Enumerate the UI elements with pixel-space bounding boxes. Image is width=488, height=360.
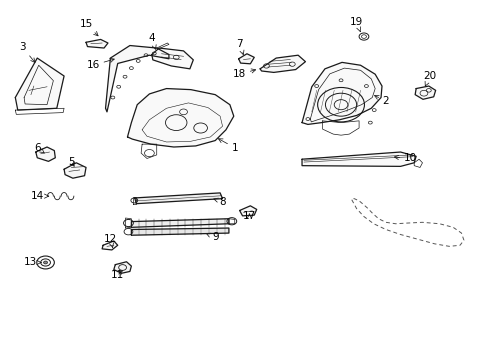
Text: 5: 5 bbox=[68, 157, 75, 167]
Polygon shape bbox=[238, 54, 254, 64]
Text: 10: 10 bbox=[394, 153, 416, 163]
Polygon shape bbox=[131, 228, 228, 235]
Polygon shape bbox=[102, 241, 118, 250]
Polygon shape bbox=[131, 219, 228, 227]
Text: 20: 20 bbox=[423, 71, 435, 86]
Text: 11: 11 bbox=[111, 270, 124, 280]
Text: 9: 9 bbox=[206, 232, 218, 242]
Text: 17: 17 bbox=[242, 211, 256, 221]
Text: 6: 6 bbox=[34, 143, 44, 153]
Text: 15: 15 bbox=[79, 19, 98, 36]
Polygon shape bbox=[105, 45, 168, 112]
Polygon shape bbox=[302, 152, 415, 166]
Polygon shape bbox=[86, 40, 108, 48]
Polygon shape bbox=[135, 193, 222, 204]
Polygon shape bbox=[152, 48, 193, 69]
Text: 16: 16 bbox=[86, 58, 114, 70]
Text: 1: 1 bbox=[218, 139, 238, 153]
Text: 13: 13 bbox=[23, 257, 41, 267]
Polygon shape bbox=[15, 58, 64, 110]
Text: 19: 19 bbox=[349, 17, 363, 32]
Text: 2: 2 bbox=[374, 95, 388, 106]
Text: 7: 7 bbox=[236, 39, 244, 55]
Text: 18: 18 bbox=[232, 69, 255, 79]
Text: 14: 14 bbox=[31, 191, 48, 201]
Text: 8: 8 bbox=[213, 197, 225, 207]
Polygon shape bbox=[414, 86, 435, 99]
Text: 12: 12 bbox=[103, 234, 117, 247]
Text: 3: 3 bbox=[20, 42, 35, 62]
Polygon shape bbox=[260, 55, 305, 72]
Polygon shape bbox=[302, 62, 381, 125]
Polygon shape bbox=[114, 262, 131, 273]
Polygon shape bbox=[36, 147, 55, 161]
Text: 4: 4 bbox=[148, 33, 156, 49]
Polygon shape bbox=[64, 163, 86, 178]
Circle shape bbox=[43, 261, 47, 264]
Polygon shape bbox=[239, 206, 256, 216]
Polygon shape bbox=[127, 89, 233, 147]
